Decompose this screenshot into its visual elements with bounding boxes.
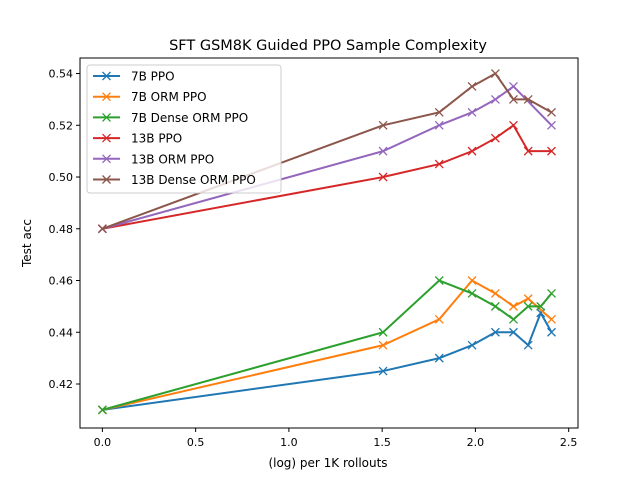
legend-label: 13B Dense ORM PPO xyxy=(131,173,256,187)
legend-entry: 7B ORM PPO xyxy=(93,90,207,104)
data-point-marker xyxy=(378,172,388,182)
data-point-marker xyxy=(523,94,533,104)
x-tick-label: 1.0 xyxy=(280,436,298,449)
data-point-marker xyxy=(97,405,107,415)
data-point-marker xyxy=(509,120,518,130)
legend-marker xyxy=(102,112,111,122)
data-point-marker xyxy=(434,276,444,285)
data-point-marker xyxy=(378,120,388,130)
data-point-marker xyxy=(490,133,500,143)
y-tick-label: 0.42 xyxy=(49,378,74,391)
data-point-marker xyxy=(434,314,444,324)
legend-label: 7B ORM PPO xyxy=(131,90,207,104)
data-point-marker xyxy=(378,146,388,156)
data-point-marker xyxy=(467,340,477,350)
data-point-marker xyxy=(547,120,556,130)
legend-entry: 13B Dense ORM PPO xyxy=(93,173,256,187)
legend-marker xyxy=(102,71,111,81)
data-point-marker xyxy=(509,314,518,324)
legend-entry: 7B Dense ORM PPO xyxy=(93,111,248,125)
data-point-marker xyxy=(547,146,556,156)
data-point-marker xyxy=(467,288,477,298)
x-tick-label: 2.5 xyxy=(560,436,578,449)
data-point-marker xyxy=(490,288,500,298)
data-point-marker xyxy=(509,94,518,104)
data-point-marker xyxy=(523,146,533,156)
data-point-marker xyxy=(378,340,388,350)
data-point-marker xyxy=(434,353,444,363)
legend-marker xyxy=(102,133,111,143)
legend-entry: 7B PPO xyxy=(93,70,175,84)
data-point-marker xyxy=(547,327,556,337)
data-point-marker xyxy=(547,314,556,324)
y-axis-label: Test acc xyxy=(20,219,34,268)
data-point-marker xyxy=(509,82,518,91)
data-point-marker xyxy=(536,308,546,318)
data-point-marker xyxy=(434,120,444,130)
legend-marker xyxy=(102,154,111,164)
x-axis-label: (log) per 1K rollouts xyxy=(268,456,387,470)
data-point-marker xyxy=(378,366,388,376)
y-tick-label: 0.54 xyxy=(49,68,74,81)
data-point-marker xyxy=(523,294,533,304)
data-point-marker xyxy=(523,340,533,350)
y-tick-label: 0.44 xyxy=(49,326,74,339)
series-line xyxy=(102,72,552,230)
series-line xyxy=(102,279,553,411)
data-point-marker xyxy=(509,301,518,311)
series-0 xyxy=(97,308,556,415)
data-point-marker xyxy=(536,301,546,311)
series-1 xyxy=(97,276,556,415)
y-tick-label: 0.50 xyxy=(49,171,74,184)
data-point-marker xyxy=(467,276,477,285)
y-tick-label: 0.52 xyxy=(49,119,74,132)
x-tick-label: 1.5 xyxy=(373,436,391,449)
data-point-marker xyxy=(378,327,388,337)
x-tick-label: 2.0 xyxy=(467,436,485,449)
legend: 7B PPO 7B ORM PPO 7B Dense ORM PPO 13B PPO 1… xyxy=(86,64,282,194)
data-point-marker xyxy=(523,301,533,311)
data-point-marker xyxy=(490,327,500,337)
data-point-marker xyxy=(490,301,500,311)
series-5 xyxy=(97,69,556,234)
legend-label: 13B ORM PPO xyxy=(131,152,214,166)
y-tick-label: 0.46 xyxy=(49,275,74,288)
data-point-marker xyxy=(547,288,556,298)
legend-marker xyxy=(102,175,111,184)
data-point-marker xyxy=(467,107,477,117)
data-point-marker xyxy=(97,224,107,234)
series-line xyxy=(102,279,553,411)
legend-label: 7B Dense ORM PPO xyxy=(131,111,248,125)
legend-label: 13B PPO xyxy=(131,132,182,146)
legend-label: 7B PPO xyxy=(131,70,175,84)
y-tick-label: 0.48 xyxy=(49,223,74,236)
data-point-marker xyxy=(467,146,477,156)
legend-box xyxy=(86,64,282,194)
legend-entry: 13B ORM PPO xyxy=(93,152,214,166)
data-point-marker xyxy=(509,327,518,337)
data-point-marker xyxy=(434,159,444,169)
x-tick-label: 0.5 xyxy=(187,436,205,449)
data-point-marker xyxy=(490,94,500,104)
data-point-marker xyxy=(547,107,556,117)
data-point-marker xyxy=(434,107,444,117)
legend-entry: 13B PPO xyxy=(93,132,182,146)
chart-title: SFT GSM8K Guided PPO Sample Complexity xyxy=(169,38,487,54)
series-2 xyxy=(97,276,556,415)
data-point-marker xyxy=(490,69,500,78)
legend-marker xyxy=(102,92,111,102)
data-point-marker xyxy=(467,82,477,91)
x-tick-label: 0.0 xyxy=(94,436,112,449)
plot-frame xyxy=(79,57,579,429)
series-line xyxy=(102,123,552,230)
